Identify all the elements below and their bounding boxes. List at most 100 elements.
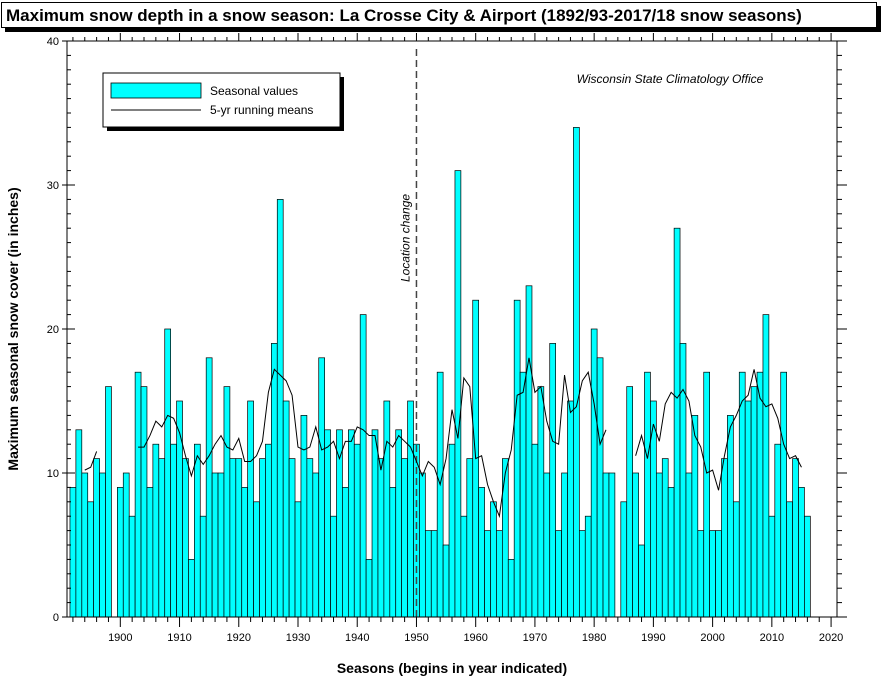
bar (271, 343, 278, 618)
bar (116, 487, 124, 618)
bar (638, 544, 645, 618)
bar (590, 328, 598, 618)
x-tick-label: 2010 (760, 632, 784, 644)
bar (454, 170, 462, 618)
bar (81, 472, 89, 618)
x-tick-label: 1970 (523, 632, 547, 644)
legend-label-line: 5-yr running means (210, 103, 313, 117)
bar (555, 530, 562, 618)
bar (798, 487, 805, 618)
x-tick-label: 1950 (404, 632, 428, 644)
bar (158, 458, 166, 618)
x-axis-title: Seasons (begins in year indicated) (337, 660, 567, 676)
running-mean-line (138, 357, 607, 519)
bar (478, 487, 485, 618)
bar (122, 472, 130, 618)
bar (496, 530, 503, 618)
legend-box (102, 72, 341, 128)
bar-series (69, 127, 811, 618)
bar (241, 487, 248, 618)
bar (762, 314, 770, 618)
bar (170, 443, 177, 618)
bar (324, 429, 331, 618)
bar (164, 328, 171, 618)
bar (294, 501, 302, 618)
bar (685, 472, 693, 618)
x-tick-label: 2000 (700, 632, 724, 644)
running-mean-line (84, 451, 98, 471)
bar (69, 487, 77, 618)
bar (513, 299, 521, 618)
bar (229, 458, 237, 618)
axes: 0 10 20 30 40 1900 1910 1920 1930 1940 1950 1960 197… (47, 33, 847, 644)
bar (436, 371, 444, 618)
bar (768, 515, 776, 618)
bar (128, 515, 136, 618)
bar (561, 472, 568, 618)
bar (259, 458, 266, 618)
bar (401, 458, 408, 618)
bar (507, 559, 515, 618)
bar (626, 386, 633, 618)
bar (194, 443, 201, 618)
bar (389, 487, 397, 618)
bar (318, 357, 326, 618)
bar (265, 443, 272, 618)
bar (804, 515, 811, 618)
x-tick-label: 1980 (582, 632, 606, 644)
bar (727, 415, 734, 618)
bar (442, 544, 450, 618)
bar (519, 371, 527, 618)
bar (134, 371, 142, 618)
y-axis-title: Maximum seasonal snow cover (in inches) (5, 187, 21, 470)
bar (466, 458, 474, 618)
x-tick-label: 1910 (167, 632, 191, 644)
bar (211, 472, 219, 618)
x-tick-label: 1960 (463, 632, 487, 644)
bar (567, 400, 574, 618)
bar (774, 443, 782, 618)
bar (792, 458, 799, 618)
bar (632, 472, 639, 618)
bar (502, 458, 509, 618)
bar (573, 127, 580, 618)
y-tick-label: 40 (47, 36, 59, 48)
bar (490, 501, 497, 618)
bar (448, 443, 456, 618)
y-tick-label: 20 (47, 324, 59, 336)
bar (282, 400, 290, 618)
x-tick-label: 1920 (227, 632, 251, 644)
chart-title-box: Maximum snow depth in a snow season: La … (1, 2, 877, 28)
bar (691, 415, 699, 618)
bar (223, 386, 231, 618)
bar (602, 472, 610, 618)
bar (484, 530, 491, 618)
bar (276, 199, 284, 618)
bar (543, 472, 551, 618)
legend-swatch-bars (110, 82, 202, 99)
bar (188, 559, 195, 618)
source-annotation: Wisconsin State Climatology Office (577, 72, 764, 86)
bar (359, 314, 367, 618)
bar (182, 458, 189, 618)
bar (721, 458, 728, 618)
bar (99, 472, 106, 618)
bar (673, 227, 681, 618)
bar (288, 458, 296, 618)
running-mean-line (635, 369, 802, 491)
bar (146, 487, 154, 618)
bar (425, 530, 432, 618)
bar (300, 415, 308, 618)
legend: Seasonal values 5-yr running means (102, 72, 344, 131)
bar (531, 443, 539, 618)
bar (152, 443, 160, 618)
bar (348, 429, 355, 618)
bar (419, 472, 426, 618)
bar (667, 487, 675, 618)
bar (371, 429, 379, 618)
bar (105, 386, 112, 618)
bar (732, 501, 740, 618)
bar (738, 371, 746, 618)
legend-label-bars: Seasonal values (210, 84, 298, 98)
